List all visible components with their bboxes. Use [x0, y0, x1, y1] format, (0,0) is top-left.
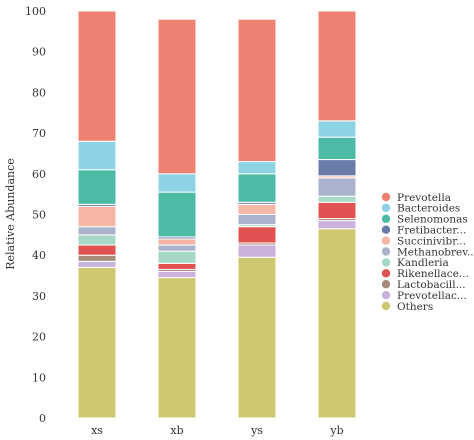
- legend: PrevotellaBacteroidesSelenomonasFretibac…: [381, 192, 474, 313]
- bar-segment: [317, 201, 357, 220]
- bar-segment: [237, 173, 277, 203]
- bar-segment: [157, 250, 197, 264]
- y-tick-label: 10: [32, 371, 46, 384]
- y-tick-label: 60: [32, 168, 46, 181]
- legend-marker: [381, 269, 391, 278]
- legend-marker: [381, 225, 391, 234]
- x-tick-label: yb: [329, 424, 343, 437]
- bar-segment: [77, 226, 117, 236]
- bar-segment: [157, 277, 197, 419]
- legend-label: Prevotella: [397, 192, 451, 204]
- bar-segment: [317, 177, 357, 197]
- bar-segment: [77, 266, 117, 419]
- legend-marker: [381, 301, 391, 311]
- y-tick-label: 100: [25, 5, 46, 18]
- bar-segment: [77, 244, 117, 256]
- y-tick-label: 50: [32, 209, 46, 222]
- y-tick-label: 90: [32, 46, 46, 59]
- bar-segment: [317, 120, 357, 138]
- legend-label: Lactobacill...: [397, 279, 466, 291]
- bar-segment: [77, 205, 117, 228]
- bar-segment: [317, 220, 357, 230]
- legend-marker: [381, 214, 391, 223]
- bar-stack-ys: [237, 18, 277, 419]
- legend-item: Lactobacill...: [381, 279, 466, 291]
- y-tick-label: 0: [39, 412, 46, 425]
- y-tick-label: 70: [32, 127, 46, 140]
- legend-item: Selenomonas: [381, 214, 468, 226]
- y-axis: 0 10 20 30 40 50 60 70 80 90 100: [25, 5, 46, 425]
- y-tick-label: 20: [32, 331, 46, 344]
- legend-label: Rikenellace...: [397, 268, 469, 280]
- bar-segment: [157, 191, 197, 238]
- legend-marker: [381, 236, 391, 245]
- legend-marker: [381, 192, 391, 202]
- bar-segment: [237, 214, 277, 226]
- bar-segment: [157, 270, 197, 279]
- bar-segment: [317, 159, 357, 177]
- legend-marker: [381, 258, 391, 267]
- legend-item: Rikenellace...: [381, 268, 469, 280]
- bar-segment: [237, 256, 277, 419]
- legend-label: Prevotellac...: [397, 290, 467, 302]
- legend-marker: [381, 203, 391, 213]
- legend-item: Others: [381, 301, 433, 313]
- legend-item: Succinivibr...: [381, 235, 466, 247]
- bar-segment: [317, 228, 357, 419]
- bar-stack-xb: [157, 18, 197, 419]
- legend-item: Kandleria: [381, 257, 449, 269]
- legend-item: Fretibacter...: [381, 225, 466, 237]
- bar-segment: [157, 262, 197, 270]
- bar-segment: [77, 254, 117, 262]
- bar-segment: [77, 140, 117, 171]
- x-tick-label: xs: [91, 424, 103, 437]
- bar-segment: [157, 18, 197, 175]
- legend-marker: [381, 280, 391, 289]
- bar-segment: [237, 161, 277, 175]
- bar-stack-yb: [317, 10, 357, 419]
- legend-item: Methanobrev...: [381, 246, 474, 258]
- bar-segment: [237, 203, 277, 215]
- y-tick-label: 40: [32, 249, 46, 262]
- bars: [77, 10, 357, 419]
- legend-item: Bacteroides: [381, 203, 460, 215]
- bar-segment: [237, 18, 277, 163]
- bar-segment: [157, 173, 197, 193]
- bar-segment: [317, 136, 357, 161]
- legend-label: Succinivibr...: [397, 235, 466, 247]
- bar-segment: [157, 238, 197, 246]
- legend-label: Selenomonas: [397, 214, 468, 226]
- bar-segment: [237, 226, 277, 244]
- legend-item: Prevotellac...: [381, 290, 467, 302]
- legend-label: Fretibacter...: [397, 225, 466, 237]
- bar-segment: [77, 260, 117, 268]
- y-tick-label: 80: [32, 86, 46, 99]
- x-tick-label: xb: [170, 424, 183, 437]
- bar-segment: [317, 10, 357, 122]
- legend-label: Methanobrev...: [397, 246, 474, 258]
- bar-segment: [317, 195, 357, 203]
- bar-segment: [77, 10, 117, 142]
- y-tick-label: 30: [32, 290, 46, 303]
- bar-segment: [77, 169, 117, 205]
- legend-label: Bacteroides: [397, 203, 460, 215]
- x-tick-label: ys: [250, 424, 263, 437]
- x-axis: xs xb ys yb: [91, 424, 344, 437]
- legend-marker: [381, 290, 391, 300]
- bar-segment: [77, 234, 117, 246]
- bar-segment: [157, 244, 197, 252]
- bar-stack-xs: [77, 10, 117, 419]
- y-axis-label: Relative Abundance: [4, 158, 17, 270]
- legend-item: Prevotella: [381, 192, 451, 204]
- legend-label: Kandleria: [397, 257, 449, 269]
- bar-segment: [237, 244, 277, 258]
- legend-label: Others: [397, 301, 433, 313]
- legend-marker: [381, 247, 391, 256]
